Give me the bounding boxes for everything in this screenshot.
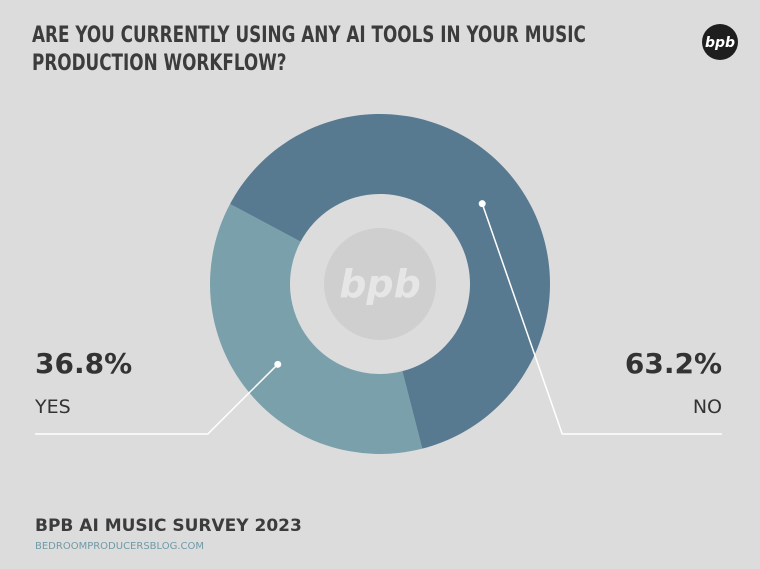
- donut: [209, 114, 550, 455]
- footer-title: BPB AI MUSIC SURVEY 2023: [35, 516, 302, 536]
- center-watermark-circle: [324, 228, 436, 340]
- leader-line: [481, 203, 722, 435]
- chart-title: ARE YOU CURRENTLY USING ANY AI TOOLS IN …: [32, 23, 586, 76]
- slice: [209, 203, 423, 455]
- center-watermark: bpb: [339, 262, 421, 306]
- logo-text: bpb: [705, 35, 735, 51]
- category-label: NO: [693, 396, 722, 418]
- slice: [230, 114, 550, 449]
- logo-badge: [702, 24, 738, 60]
- title-box: ARE YOU CURRENTLY USING ANY AI TOOLS IN …: [32, 23, 586, 76]
- category-label: YES: [34, 396, 71, 418]
- leader-dot: [478, 200, 486, 208]
- leader-dot: [274, 360, 282, 368]
- value-label: 63.2%: [625, 347, 722, 380]
- labels: 36.8% YES 63.2% NO: [34, 200, 722, 435]
- value-label: 36.8%: [35, 347, 132, 380]
- leader-line: [35, 363, 279, 435]
- footer-url: BEDROOMPRODUCERSBLOG.COM: [35, 541, 204, 552]
